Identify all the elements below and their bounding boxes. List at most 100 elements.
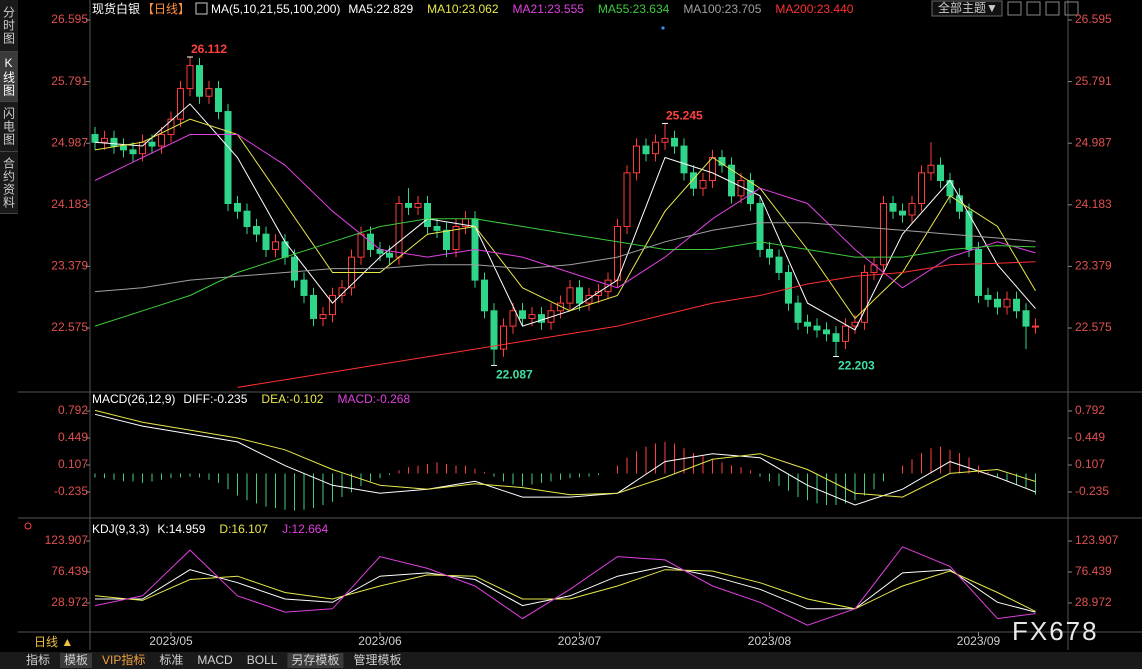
y-tick-label-right: 26.595	[1075, 12, 1112, 26]
header-text: MA100:23.705	[683, 2, 761, 16]
candle-body	[177, 88, 184, 120]
y-tick-label: 0.107	[58, 457, 88, 471]
candle-body	[300, 279, 308, 296]
candle-body	[452, 225, 460, 250]
indicator-line	[95, 565, 1036, 613]
candle-body	[671, 137, 678, 147]
y-tick-label: -0.235	[54, 484, 88, 498]
candle-body	[994, 298, 1001, 308]
header-text: 现货白银	[92, 1, 140, 16]
candle-body	[291, 256, 298, 281]
side-tab[interactable]: K线图	[0, 52, 18, 102]
candle-body	[908, 203, 916, 216]
header-text: DIFF:-0.235	[183, 392, 247, 406]
y-tick-label-right: 22.575	[1075, 320, 1112, 334]
ma-icon	[195, 2, 208, 15]
candle-body	[918, 172, 925, 205]
indicator-line	[94, 413, 1036, 506]
period-toggle[interactable]: 日线 ▲	[34, 635, 73, 649]
tool-icon[interactable]	[1064, 1, 1079, 16]
candle-body	[661, 137, 669, 143]
candle-body	[889, 203, 897, 212]
y-tick-label-right: 25.791	[1075, 74, 1112, 88]
header-text: J:12.664	[282, 522, 328, 536]
toolbar-tab[interactable]: MACD	[197, 653, 233, 667]
panel-icon	[24, 522, 32, 530]
y-tick-label: 28.972	[51, 595, 88, 609]
y-tick-label-right: -0.235	[1075, 484, 1109, 498]
toolbar-tab-bg[interactable]	[242, 653, 282, 668]
candle-body	[652, 141, 659, 155]
candle-body	[880, 203, 887, 266]
candle-body	[253, 225, 260, 235]
toolbar-tab-bg[interactable]	[193, 653, 237, 668]
toolbar-tab-bg[interactable]	[22, 653, 55, 668]
tool-icon[interactable]	[1007, 1, 1022, 16]
tool-icon[interactable]	[1026, 1, 1041, 16]
toolbar-tab[interactable]: 管理模板	[353, 652, 401, 667]
candle-body	[937, 164, 944, 182]
indicator-line	[94, 118, 1036, 320]
side-tab[interactable]: 分时图	[0, 0, 18, 52]
theme-button[interactable]	[931, 0, 1003, 17]
theme-button-label[interactable]: 全部主题▼	[938, 0, 998, 15]
toolbar-tab-bg[interactable]	[98, 653, 150, 668]
x-tick-label: 2023/07	[558, 634, 602, 648]
toolbar-tab[interactable]: VIP指标	[102, 652, 145, 667]
low-annotation: 22.203	[838, 359, 875, 373]
toolbar-tab-bg[interactable]	[60, 653, 93, 668]
y-tick-label: 22.575	[51, 320, 88, 334]
y-tick-label-right: 123.907	[1075, 533, 1119, 547]
y-tick-label: 26.595	[51, 12, 88, 26]
header-text: MA21:23.555	[513, 2, 585, 16]
x-tick-label: 2023/09	[957, 634, 1001, 648]
y-tick-label-right: 24.987	[1075, 135, 1112, 149]
toolbar-tab[interactable]: BOLL	[247, 653, 278, 667]
candle-body	[414, 203, 422, 208]
candle-body	[224, 111, 232, 205]
candle-body	[243, 210, 251, 227]
watermark: FX678	[1012, 616, 1099, 646]
candle-body	[633, 145, 640, 174]
toolbar-tab-bg[interactable]	[349, 653, 406, 668]
candle-body	[272, 241, 279, 250]
candle-body	[975, 248, 982, 296]
candle-body	[1003, 298, 1011, 308]
side-tab[interactable]: 闪电图	[0, 102, 18, 152]
toolbar-tab[interactable]: 指标	[26, 652, 50, 667]
indicator-line	[94, 134, 1036, 289]
header-text: MA5:22.829	[348, 2, 413, 16]
candle-body	[690, 172, 697, 189]
toolbar-tab[interactable]: 模板	[64, 653, 88, 667]
tool-icon[interactable]	[1045, 1, 1060, 16]
toolbar-tab[interactable]: 另存模板	[291, 653, 339, 667]
candle-body	[756, 203, 764, 250]
y-tick-label-right: 76.439	[1075, 564, 1112, 578]
y-tick-label-right: 0.792	[1075, 403, 1105, 417]
side-tab[interactable]: 合约资料	[0, 152, 18, 214]
toolbar-tab[interactable]: 标准	[159, 653, 183, 667]
candle-body	[91, 134, 99, 143]
toolbar-tab-bg[interactable]	[155, 653, 188, 668]
candle-body	[766, 248, 773, 258]
candle-body	[319, 314, 327, 319]
y-tick-label-right: 24.183	[1075, 197, 1112, 211]
candle-body	[205, 88, 213, 97]
x-tick-label: 2023/05	[149, 634, 193, 648]
candle-body	[775, 256, 783, 273]
header-text: MA(5,10,21,55,100,200)	[211, 2, 340, 16]
candle-body	[120, 145, 127, 151]
candle-body	[842, 325, 849, 342]
candle-body	[576, 287, 583, 304]
candle-body	[813, 325, 821, 331]
candle-body	[490, 310, 498, 350]
candle-body	[642, 145, 650, 155]
candle-body	[1022, 310, 1030, 327]
toolbar-tab-bg[interactable]	[287, 653, 344, 668]
candle-body	[443, 229, 450, 250]
candle-body	[709, 157, 716, 182]
header-text: MA200:23.440	[775, 2, 853, 16]
